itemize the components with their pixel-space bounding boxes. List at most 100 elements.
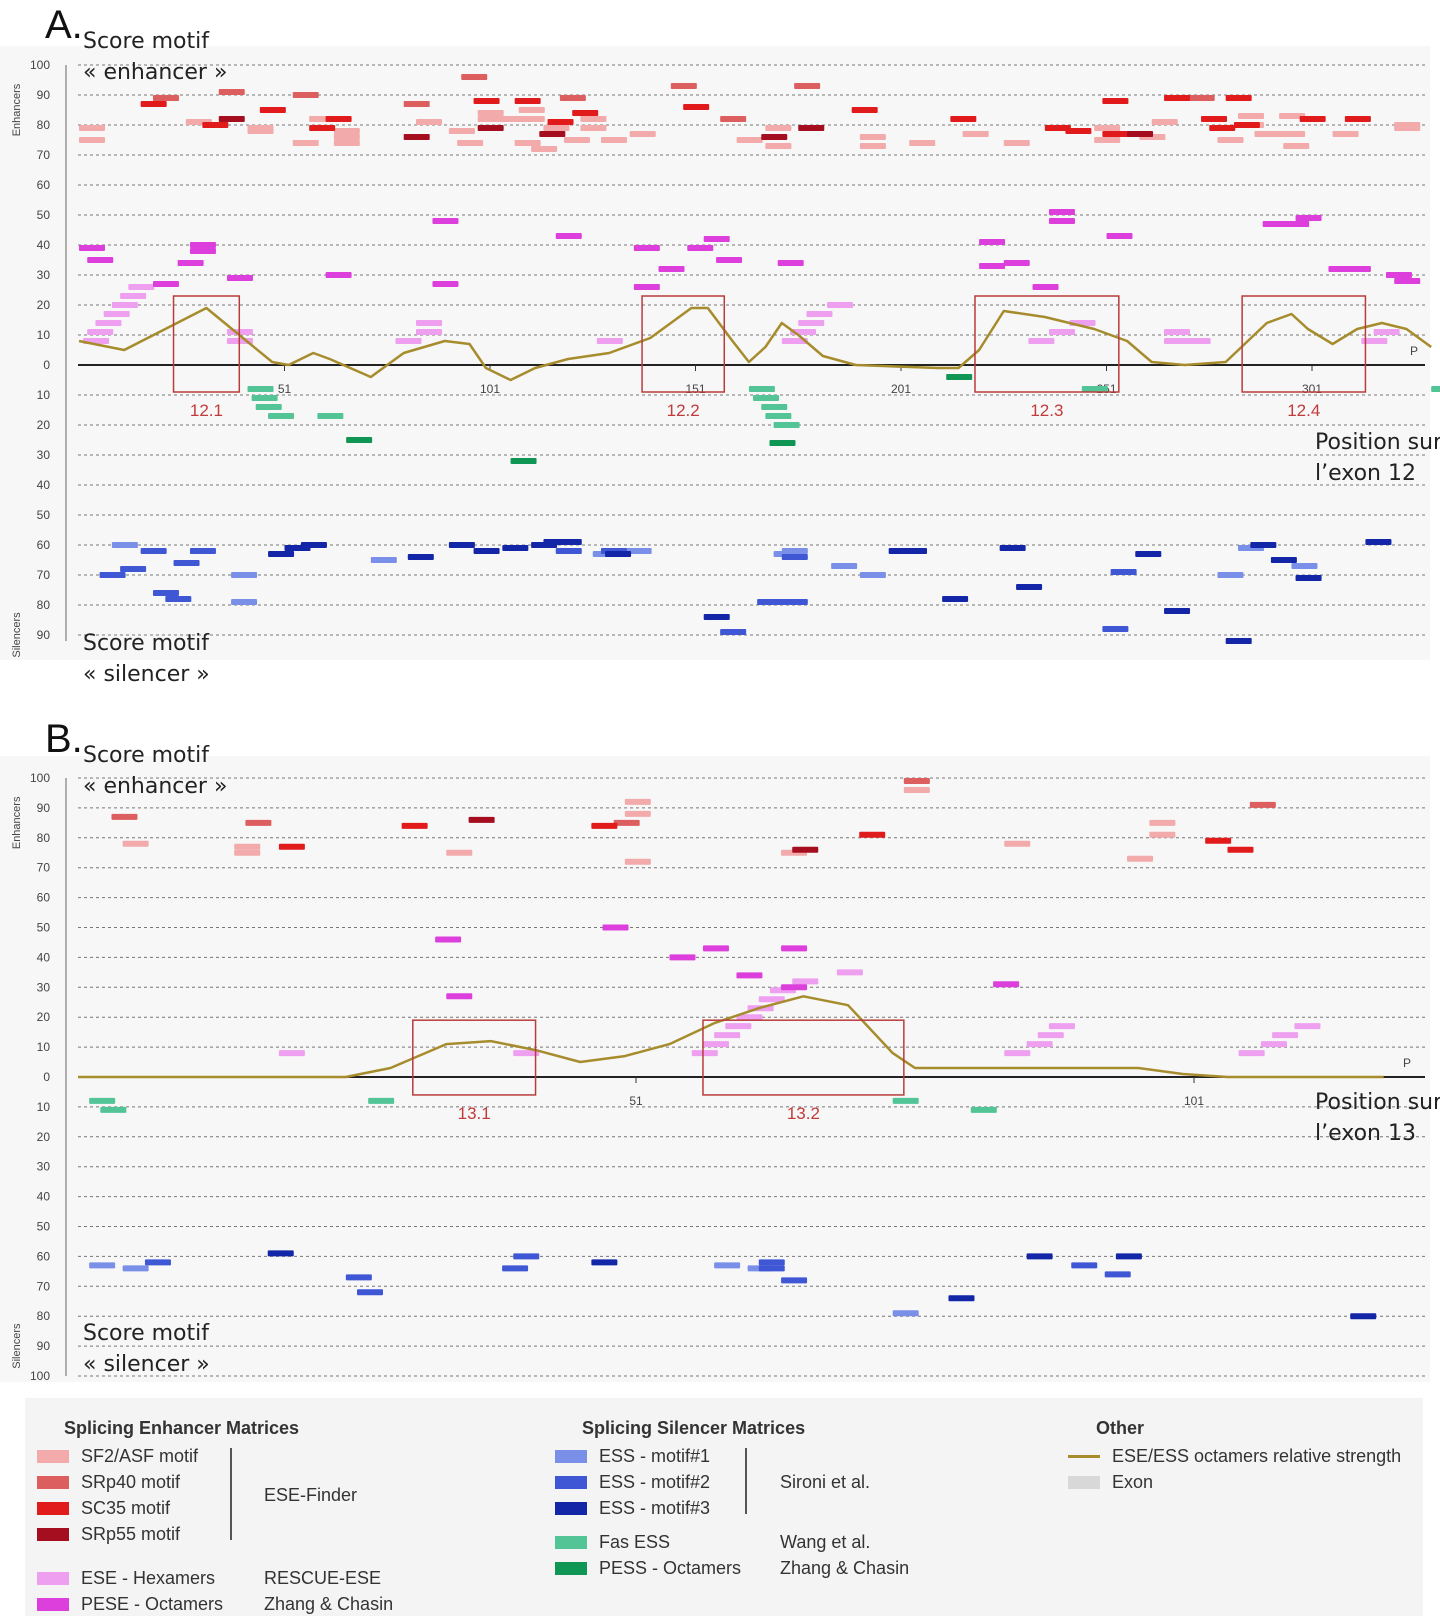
- motif-bar-srp55-motif: [761, 134, 788, 140]
- motif-bar-srp55-motif: [792, 846, 819, 853]
- legend-source-zhang-chasin-1: Zhang & Chasin: [264, 1594, 394, 1614]
- legend-item-ess1: ESS - motif#1: [555, 1446, 710, 1467]
- y-tick-label: 30: [37, 980, 51, 994]
- motif-bar-srp40-motif: [152, 95, 179, 101]
- motif-bar-pese-octamers: [1003, 260, 1030, 266]
- y-tick-label: 70: [37, 861, 51, 875]
- motif-bar-sf2-asf-motif: [1094, 125, 1121, 131]
- legend-swatch-srp40: [37, 1476, 69, 1489]
- y-tick-label: 100: [30, 1369, 50, 1383]
- motif-bar-srp40-motif: [292, 92, 319, 98]
- x-axis-title-line2: l’exon 12: [1315, 461, 1416, 486]
- motif-bar-pese-octamers: [325, 272, 352, 278]
- motif-bar-sc35-motif: [950, 116, 977, 122]
- y-tick-label: 0: [43, 358, 50, 372]
- splicing-motif-figure: 1009080706050403020100102030405060708090…: [0, 3, 1440, 1383]
- motif-bar-ess-motif-2: [757, 599, 784, 605]
- motif-bar-fas-ess: [100, 1106, 127, 1113]
- enhancer-score-label-1: Score motif: [83, 29, 210, 54]
- y-axis-title-enhancers: Enhancers: [11, 796, 23, 849]
- motif-bar-srp40-motif: [1249, 801, 1276, 808]
- motif-bar-pese-octamers: [555, 233, 582, 239]
- legend-item-exon: Exon: [1068, 1472, 1153, 1493]
- motif-bar-ess-motif-3: [942, 596, 969, 602]
- motif-bar-ess-motif-1: [231, 599, 258, 605]
- motif-bar-ese-hexamers: [103, 311, 130, 317]
- motif-bar-ese-hexamers: [111, 302, 138, 308]
- motif-bar-fas-ess: [892, 1097, 919, 1104]
- motif-bar-srp55-motif: [468, 816, 495, 823]
- legend-item-sf2asf: SF2/ASF motif: [37, 1446, 198, 1467]
- panel-a: 1009080706050403020100102030405060708090…: [0, 3, 1440, 687]
- legend-silencer-header: Splicing Silencer Matrices: [582, 1418, 806, 1438]
- motif-bar-ess-motif-2: [140, 548, 167, 554]
- legend-label-ese-hexamers: ESE - Hexamers: [81, 1568, 216, 1588]
- y-tick-label: 20: [37, 1130, 51, 1144]
- motif-bar-ess-motif-1: [1217, 572, 1244, 578]
- motif-bar-ess-motif-3: [591, 1259, 618, 1266]
- motif-bar-pese-octamers: [177, 260, 204, 266]
- motif-bar-fas-ess: [970, 1106, 997, 1113]
- motif-bar-srp55-motif: [539, 131, 566, 137]
- motif-bar-pese-octamers: [1385, 272, 1412, 278]
- region-box: [1241, 295, 1367, 393]
- motif-bar-ess-motif-1: [625, 548, 652, 554]
- legend-swatch-pese-octamers: [37, 1598, 69, 1611]
- motif-bar-ess-motif-2: [144, 1259, 171, 1266]
- motif-bar-ess-motif-1: [781, 548, 808, 554]
- motif-bar-ess-motif-2: [1110, 569, 1137, 575]
- motif-bar-ese-hexamers: [1004, 1050, 1031, 1057]
- panel-label: A.: [45, 3, 83, 47]
- motif-bar-pess-octamers: [769, 440, 796, 446]
- motif-bar-ese-hexamers: [395, 338, 422, 344]
- legend-label-fas-ess: Fas ESS: [599, 1532, 671, 1552]
- motif-bar-srp40-motif: [111, 813, 138, 820]
- motif-bar-srp55-motif: [798, 125, 825, 131]
- motif-bar-ese-hexamers: [416, 320, 443, 326]
- motif-bar-ess-motif-2: [781, 1277, 808, 1284]
- motif-bar-ess-motif-2: [758, 1265, 785, 1272]
- motif-bar-pess-octamers: [510, 458, 537, 464]
- motif-bar-ess-motif-3: [605, 551, 632, 557]
- region-box: [641, 295, 726, 393]
- motif-bar-ese-hexamers: [691, 1050, 718, 1057]
- motif-bar-ess-motif-3: [1270, 557, 1297, 563]
- motif-bar-sc35-motif: [1044, 125, 1071, 131]
- y-tick-label: 60: [37, 891, 51, 905]
- motif-bar-pese-octamers: [658, 266, 685, 272]
- region-box: [974, 295, 1120, 393]
- motif-bar-pese-octamers: [979, 263, 1006, 269]
- motif-bar-sf2-asf-motif: [292, 140, 319, 146]
- motif-bar-sf2-asf-motif: [624, 810, 651, 817]
- motif-bar-ess-motif-1: [714, 1262, 741, 1269]
- legend-source-rescue-ese: RESCUE-ESE: [264, 1568, 382, 1588]
- y-tick-label: 20: [37, 418, 51, 432]
- motif-bar-ess-motif-2: [1071, 1262, 1098, 1269]
- silencer-score-label-1: Score motif: [83, 631, 210, 656]
- legend-label-pese-octamers: PESE - Octamers: [81, 1594, 224, 1614]
- y-tick-label: 90: [37, 801, 51, 815]
- motif-bar-ese-hexamers: [836, 969, 863, 976]
- silencer-score-label-1: Score motif: [83, 1321, 210, 1346]
- motif-bar-sc35-motif: [1225, 95, 1252, 101]
- region-box: [702, 1019, 905, 1096]
- motif-bar-sc35-motif: [1205, 837, 1232, 844]
- motif-bar-ese-hexamers: [725, 1023, 752, 1030]
- y-tick-label: 80: [37, 598, 51, 612]
- motif-bar-ess-motif-3: [948, 1295, 975, 1302]
- motif-bar-srp40-motif: [613, 819, 640, 826]
- motif-bar-ese-hexamers: [128, 284, 155, 290]
- region-box-label: 12.3: [1030, 401, 1063, 420]
- motif-bar-sf2-asf-motif: [477, 110, 504, 116]
- motif-bar-sf2-asf-motif: [903, 786, 930, 793]
- motif-bar-fas-ess: [255, 404, 282, 410]
- motif-bar-pese-octamers: [152, 281, 179, 287]
- motif-bar-sf2-asf-motif: [962, 131, 989, 137]
- legend-swatch-ese-hexamers: [37, 1572, 69, 1585]
- y-tick-label: 0: [43, 1070, 50, 1084]
- motif-bar-pese-octamers: [446, 993, 473, 1000]
- enhancer-score-label-2: « enhancer »: [83, 774, 227, 799]
- legend-swatch-ess3: [555, 1502, 587, 1515]
- x-tick-label: 101: [1184, 1094, 1204, 1108]
- motif-bar-fas-ess: [753, 395, 780, 401]
